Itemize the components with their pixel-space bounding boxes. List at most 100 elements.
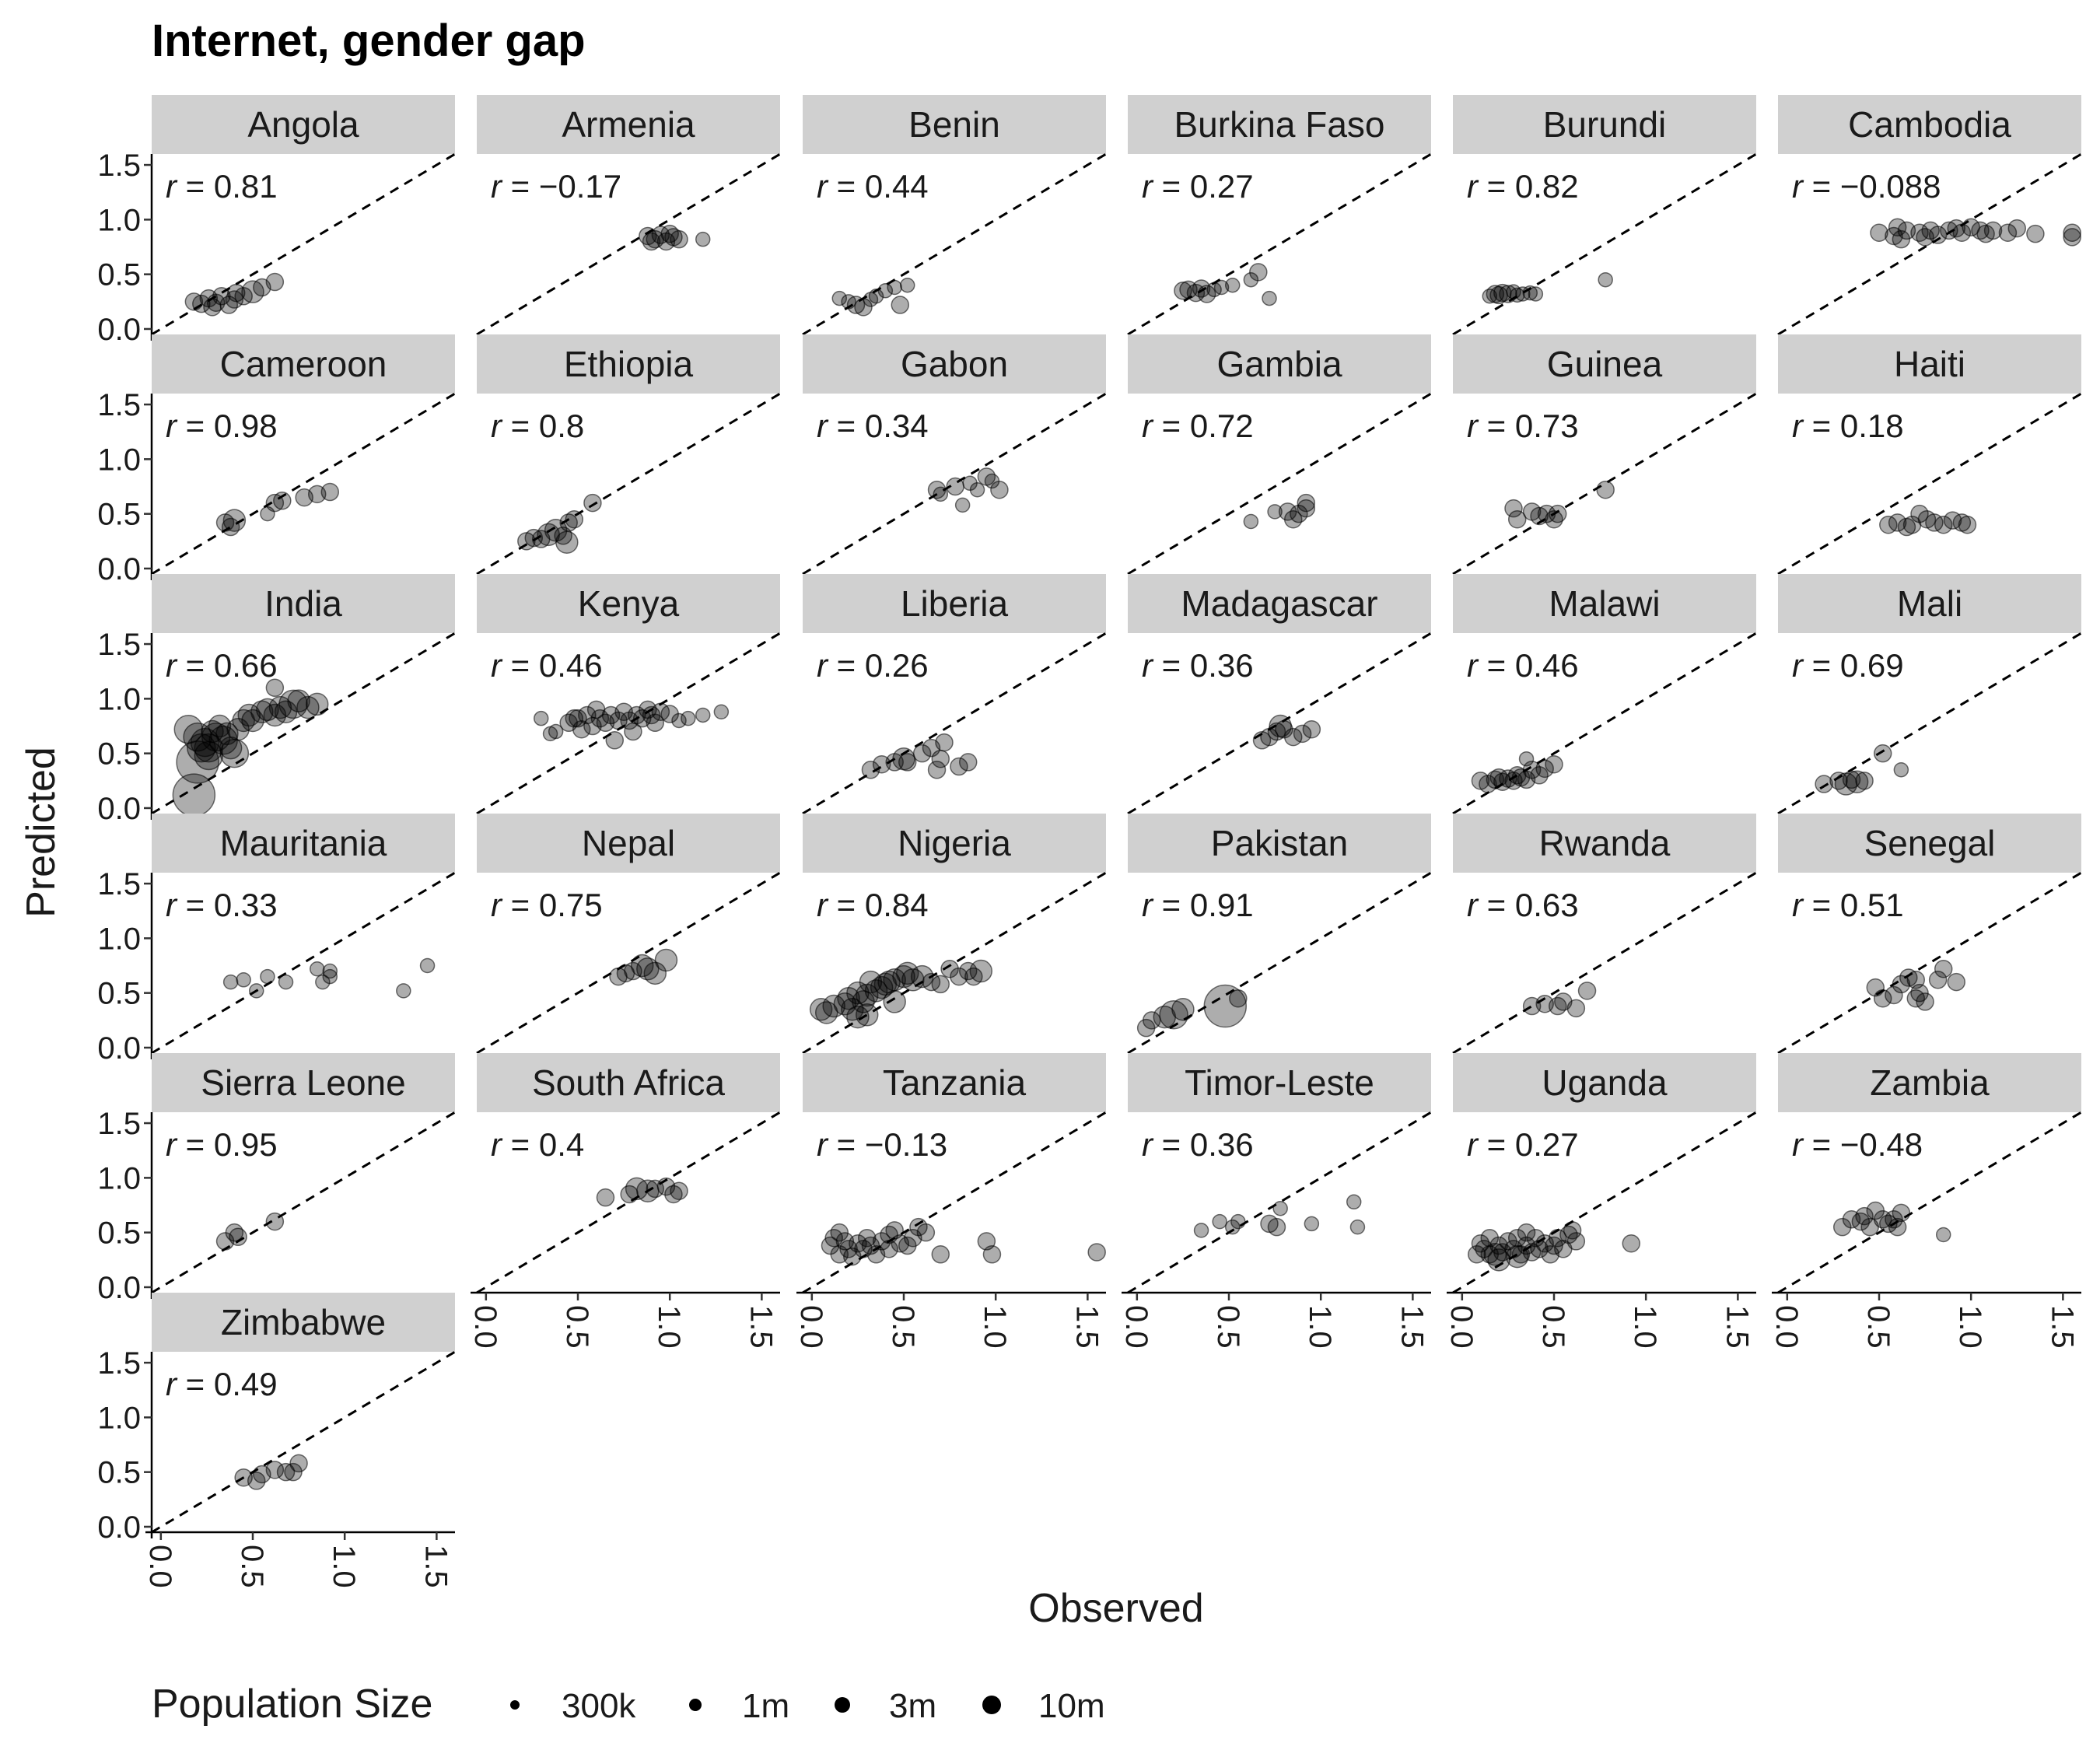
facet-strip-label: Pakistan <box>1211 823 1348 863</box>
x-tick-label: 0.0 <box>1119 1305 1153 1349</box>
x-tick-label: 1.0 <box>652 1305 686 1349</box>
y-tick-label: 1.0 <box>97 922 141 956</box>
data-point <box>1535 759 1554 779</box>
y-tick-label: 1.5 <box>97 628 141 662</box>
data-point <box>192 294 211 313</box>
legend-title: Population Size <box>152 1682 432 1727</box>
data-point <box>1504 499 1523 518</box>
data-point <box>1873 744 1892 763</box>
x-tick-label: 1.5 <box>2045 1305 2079 1349</box>
correlation-label: r = 0.34 <box>817 408 929 444</box>
facet-strip <box>152 574 455 633</box>
data-point <box>695 231 711 247</box>
correlation-label: r = 0.36 <box>1142 647 1254 684</box>
correlation-label: r = −0.13 <box>817 1126 947 1163</box>
x-tick-label: 0.0 <box>143 1545 177 1588</box>
facet-strip-label: Uganda <box>1542 1062 1668 1103</box>
facet-panel-nigeria: Nigeria r = 0.84 <box>802 814 1107 1055</box>
chart-title: Internet, gender gap <box>152 16 586 66</box>
facet-panel-uganda: Uganda r = 0.27 0.0 0.5 1.0 1.5 <box>1444 1053 1757 1349</box>
data-point <box>1577 982 1597 1000</box>
data-point <box>1832 1217 1852 1237</box>
data-point <box>642 232 661 251</box>
data-point <box>1983 221 2003 240</box>
data-point <box>671 712 687 729</box>
facet-panel-senegal: Senegal r = 0.51 <box>1777 814 2082 1055</box>
data-point <box>883 990 906 1013</box>
x-tick-label: 0.5 <box>560 1305 594 1349</box>
data-point <box>605 731 625 750</box>
facet-panel-cambodia: Cambodia r = −0.088 <box>1777 95 2082 336</box>
x-tick-label: 0.5 <box>1211 1305 1245 1349</box>
data-point <box>880 1240 898 1258</box>
reference-line <box>1127 152 1432 336</box>
data-point <box>855 1003 879 1027</box>
data-point <box>2063 228 2081 247</box>
y-tick-label: 0.5 <box>97 258 141 292</box>
reference-line <box>476 152 781 336</box>
facet-panel-india: India r = 0.66 0.0 0.5 1.0 1.5 <box>97 574 456 826</box>
reference-line <box>802 392 1107 576</box>
y-tick-label: 1.5 <box>97 867 141 901</box>
x-tick-label: 0.0 <box>1444 1305 1479 1349</box>
facet-strip <box>152 814 455 873</box>
y-tick-label: 1.0 <box>97 443 141 477</box>
data-point <box>1916 992 1934 1011</box>
facet-strip <box>1778 814 2081 873</box>
data-point <box>1530 506 1549 526</box>
data-point <box>1548 1228 1567 1248</box>
facet-strip <box>152 1293 455 1352</box>
data-point <box>419 957 436 974</box>
data-point <box>931 975 950 994</box>
legend-label: 300k <box>562 1687 636 1725</box>
facet-panel-sierra-leone: Sierra Leone r = 0.95 0.0 0.5 1.0 1.5 <box>97 1053 456 1305</box>
data-point <box>533 710 549 726</box>
facet-strip-label: South Africa <box>532 1062 725 1103</box>
reference-line <box>1777 1111 2082 1294</box>
facet-strip-label: Madagascar <box>1181 583 1377 624</box>
correlation-label: r = 0.73 <box>1467 408 1579 444</box>
x-tick-label: 1.5 <box>1720 1305 1754 1349</box>
data-point <box>868 289 884 304</box>
facet-panel-burundi: Burundi r = 0.82 <box>1452 95 1757 336</box>
data-point <box>1928 971 1948 989</box>
facet-strip <box>1453 95 1756 154</box>
reference-line <box>1777 871 2082 1055</box>
data-point <box>1892 975 1911 994</box>
facet-strip <box>1778 95 2081 154</box>
facet-panel-mauritania: Mauritania r = 0.33 0.0 0.5 1.0 1.5 <box>97 814 456 1066</box>
data-point <box>1224 277 1241 293</box>
data-point <box>1545 754 1563 774</box>
data-point <box>660 224 679 243</box>
data-point <box>1548 504 1567 523</box>
facet-strip-label: Cameroon <box>220 344 387 384</box>
facet-strip <box>477 334 780 394</box>
data-point <box>898 753 917 772</box>
facet-strip-label: Gambia <box>1216 344 1342 384</box>
x-tick-label: 1.5 <box>418 1545 453 1588</box>
data-point <box>320 482 340 502</box>
data-point <box>572 719 591 739</box>
data-point <box>1487 1248 1510 1272</box>
data-point <box>1262 290 1277 306</box>
correlation-label: r = 0.27 <box>1142 168 1254 205</box>
facet-strip <box>803 334 1106 394</box>
reference-line <box>151 1350 456 1534</box>
data-point <box>184 292 204 311</box>
facet-strip-label: Senegal <box>1864 823 1996 863</box>
data-point <box>1522 285 1538 301</box>
data-point <box>846 1005 870 1029</box>
correlation-label: r = 0.18 <box>1792 408 1904 444</box>
facet-panel-ethiopia: Ethiopia r = 0.8 <box>476 334 781 576</box>
data-point <box>1192 279 1211 298</box>
data-point <box>1528 286 1544 302</box>
correlation-label: r = −0.48 <box>1792 1126 1923 1163</box>
reference-line <box>151 871 456 1055</box>
x-axis-title: Observed <box>1028 1586 1203 1631</box>
data-point <box>713 704 730 719</box>
data-point <box>931 749 950 768</box>
data-point <box>891 296 910 314</box>
correlation-label: r = 0.44 <box>817 168 929 205</box>
data-point <box>1899 968 1918 987</box>
facet-strip-label: Cambodia <box>1848 104 2011 145</box>
